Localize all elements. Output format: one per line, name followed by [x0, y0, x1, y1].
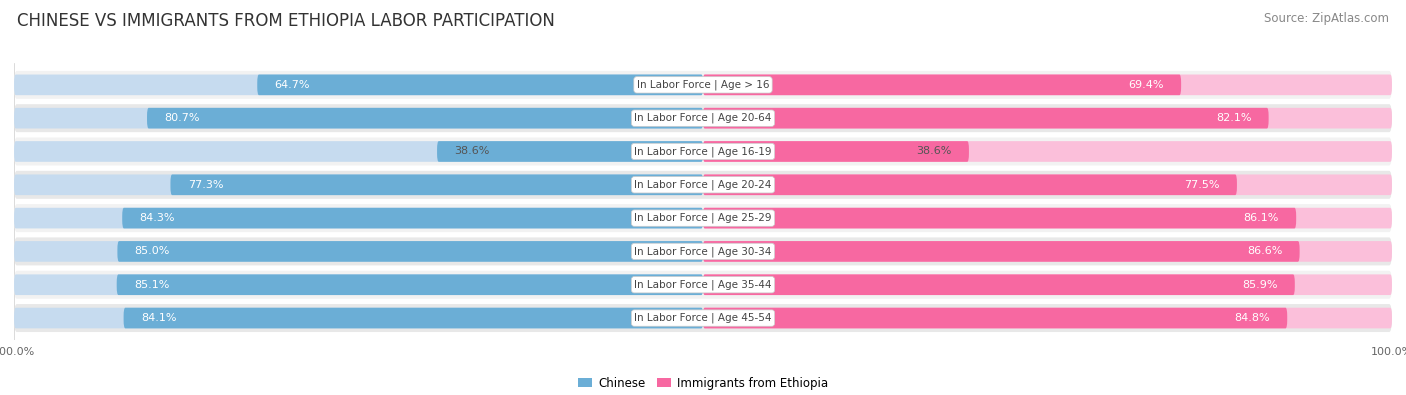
Text: In Labor Force | Age 16-19: In Labor Force | Age 16-19 [634, 146, 772, 157]
FancyBboxPatch shape [14, 208, 703, 228]
FancyBboxPatch shape [148, 108, 703, 128]
Text: In Labor Force | Age 20-24: In Labor Force | Age 20-24 [634, 180, 772, 190]
FancyBboxPatch shape [170, 175, 703, 195]
FancyBboxPatch shape [124, 308, 703, 328]
FancyBboxPatch shape [703, 75, 1392, 95]
Text: 77.5%: 77.5% [1184, 180, 1220, 190]
FancyBboxPatch shape [703, 308, 1392, 328]
FancyBboxPatch shape [14, 271, 1392, 299]
FancyBboxPatch shape [703, 208, 1296, 228]
FancyBboxPatch shape [703, 175, 1237, 195]
Text: 82.1%: 82.1% [1216, 113, 1251, 123]
FancyBboxPatch shape [703, 175, 1392, 195]
FancyBboxPatch shape [14, 75, 703, 95]
FancyBboxPatch shape [14, 104, 1392, 132]
FancyBboxPatch shape [703, 108, 1268, 128]
FancyBboxPatch shape [703, 75, 1181, 95]
Legend: Chinese, Immigrants from Ethiopia: Chinese, Immigrants from Ethiopia [574, 372, 832, 395]
Text: 84.8%: 84.8% [1234, 313, 1270, 323]
Text: 84.3%: 84.3% [139, 213, 174, 223]
FancyBboxPatch shape [703, 141, 1392, 162]
FancyBboxPatch shape [14, 237, 1392, 265]
Text: 64.7%: 64.7% [274, 80, 309, 90]
Text: In Labor Force | Age 35-44: In Labor Force | Age 35-44 [634, 280, 772, 290]
FancyBboxPatch shape [14, 204, 1392, 232]
Text: 85.0%: 85.0% [135, 246, 170, 256]
Text: In Labor Force | Age > 16: In Labor Force | Age > 16 [637, 80, 769, 90]
Text: Source: ZipAtlas.com: Source: ZipAtlas.com [1264, 12, 1389, 25]
FancyBboxPatch shape [14, 241, 703, 262]
FancyBboxPatch shape [703, 208, 1392, 228]
FancyBboxPatch shape [703, 241, 1299, 262]
Text: 85.9%: 85.9% [1241, 280, 1278, 290]
FancyBboxPatch shape [14, 304, 1392, 332]
Text: CHINESE VS IMMIGRANTS FROM ETHIOPIA LABOR PARTICIPATION: CHINESE VS IMMIGRANTS FROM ETHIOPIA LABO… [17, 12, 555, 30]
Text: In Labor Force | Age 45-54: In Labor Force | Age 45-54 [634, 313, 772, 323]
FancyBboxPatch shape [14, 175, 703, 195]
Text: 77.3%: 77.3% [187, 180, 224, 190]
Text: 38.6%: 38.6% [917, 147, 952, 156]
Text: In Labor Force | Age 25-29: In Labor Force | Age 25-29 [634, 213, 772, 223]
FancyBboxPatch shape [122, 208, 703, 228]
FancyBboxPatch shape [703, 275, 1295, 295]
Text: 69.4%: 69.4% [1129, 80, 1164, 90]
Text: 85.1%: 85.1% [134, 280, 169, 290]
FancyBboxPatch shape [703, 141, 969, 162]
Text: 84.1%: 84.1% [141, 313, 176, 323]
FancyBboxPatch shape [703, 108, 1392, 128]
Text: 80.7%: 80.7% [165, 113, 200, 123]
FancyBboxPatch shape [14, 108, 703, 128]
FancyBboxPatch shape [703, 241, 1392, 262]
FancyBboxPatch shape [14, 275, 703, 295]
Text: 86.6%: 86.6% [1247, 246, 1282, 256]
Text: In Labor Force | Age 20-64: In Labor Force | Age 20-64 [634, 113, 772, 123]
FancyBboxPatch shape [257, 75, 703, 95]
Text: 86.1%: 86.1% [1243, 213, 1279, 223]
Text: 38.6%: 38.6% [454, 147, 489, 156]
Text: In Labor Force | Age 30-34: In Labor Force | Age 30-34 [634, 246, 772, 257]
FancyBboxPatch shape [14, 141, 703, 162]
FancyBboxPatch shape [14, 137, 1392, 166]
FancyBboxPatch shape [118, 241, 703, 262]
FancyBboxPatch shape [703, 275, 1392, 295]
FancyBboxPatch shape [117, 275, 703, 295]
FancyBboxPatch shape [437, 141, 703, 162]
FancyBboxPatch shape [14, 308, 703, 328]
FancyBboxPatch shape [14, 71, 1392, 99]
FancyBboxPatch shape [14, 171, 1392, 199]
FancyBboxPatch shape [703, 308, 1288, 328]
